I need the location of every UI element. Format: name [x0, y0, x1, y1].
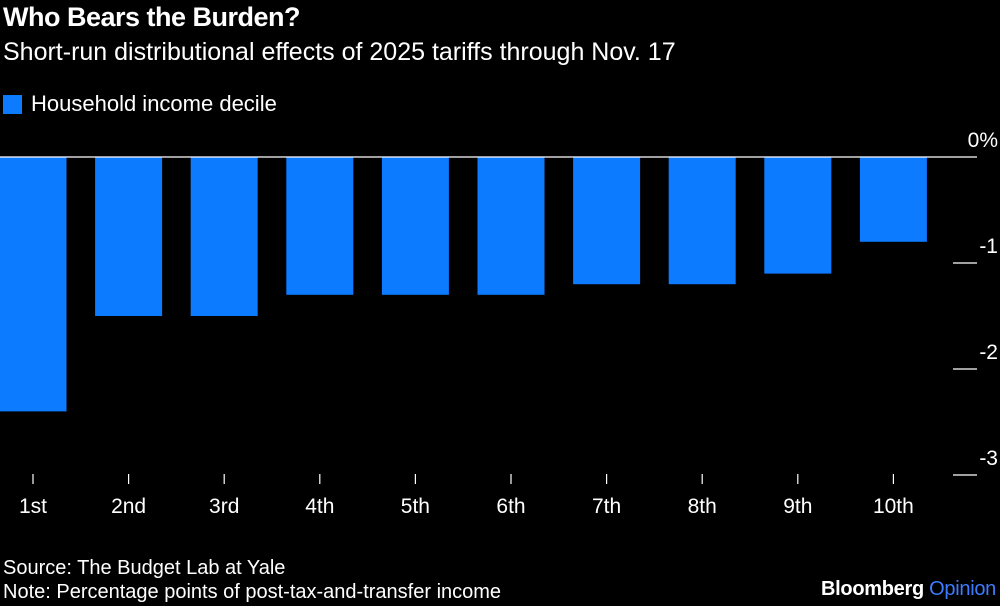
- bar-7th: [573, 157, 641, 285]
- x-tick-label: 5th: [401, 495, 430, 518]
- bar-5th: [381, 157, 449, 295]
- x-tick-label: 3rd: [209, 495, 239, 518]
- bar-2nd: [95, 157, 163, 316]
- legend-label: Household income decile: [31, 91, 277, 116]
- brand-name: Bloomberg: [821, 578, 924, 600]
- x-tick-label: 2nd: [111, 495, 146, 518]
- chart-subtitle: Short-run distributional effects of 2025…: [3, 38, 676, 66]
- legend: Household income decile: [3, 90, 277, 118]
- legend-swatch: [3, 94, 22, 114]
- y-tick-label: -2: [979, 341, 998, 364]
- bar-8th: [668, 157, 736, 285]
- x-tick-label: 10th: [873, 495, 914, 518]
- source-note: Source: The Budget Lab at Yale: [3, 557, 286, 579]
- x-tick-label: 1st: [19, 495, 47, 518]
- x-tick-label: 8th: [688, 495, 717, 518]
- x-tick-label: 4th: [305, 495, 334, 518]
- bar-chart: 0% -1 -2 -3 1st 2nd 3rd 4th 5th 6th 7th 8th 9th 10th: [0, 129, 998, 518]
- x-tick-label: 9th: [783, 495, 812, 518]
- brand-logo: Bloomberg Opinion: [821, 578, 996, 601]
- x-tick-label: 7th: [592, 495, 621, 518]
- footnote: Note: Percentage points of post-tax-and-…: [3, 581, 502, 603]
- bar-9th: [764, 157, 832, 274]
- bar-1st: [0, 157, 67, 412]
- y-tick-label: -1: [979, 235, 998, 258]
- brand-suffix: Opinion: [929, 578, 996, 600]
- chart-title: Who Bears the Burden?: [3, 2, 301, 32]
- bar-6th: [477, 157, 545, 295]
- y-tick-label: 0%: [968, 129, 998, 152]
- y-tick-label: -3: [979, 447, 998, 470]
- bar-3rd: [190, 157, 258, 316]
- bar-4th: [286, 157, 354, 295]
- x-tick-label: 6th: [496, 495, 525, 518]
- bar-10th: [859, 157, 927, 242]
